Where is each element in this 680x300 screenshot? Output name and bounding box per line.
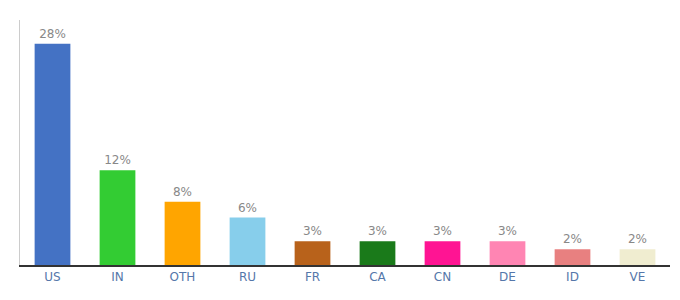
svg-text:12%: 12% (104, 153, 131, 167)
svg-text:3%: 3% (433, 224, 452, 238)
svg-text:6%: 6% (238, 201, 257, 215)
svg-text:28%: 28% (39, 27, 66, 41)
svg-text:ID: ID (566, 270, 579, 284)
svg-text:CA: CA (369, 270, 386, 284)
svg-text:8%: 8% (173, 185, 192, 199)
svg-text:RU: RU (239, 270, 256, 284)
svg-text:US: US (44, 270, 60, 284)
svg-text:FR: FR (305, 270, 320, 284)
svg-text:VE: VE (630, 270, 646, 284)
svg-text:2%: 2% (628, 232, 647, 246)
svg-text:2%: 2% (563, 232, 582, 246)
svg-text:3%: 3% (498, 224, 517, 238)
svg-text:OTH: OTH (170, 270, 196, 284)
svg-text:3%: 3% (368, 224, 387, 238)
svg-text:DE: DE (499, 270, 516, 284)
svg-text:IN: IN (111, 270, 124, 284)
svg-text:3%: 3% (303, 224, 322, 238)
svg-text:CN: CN (434, 270, 451, 284)
